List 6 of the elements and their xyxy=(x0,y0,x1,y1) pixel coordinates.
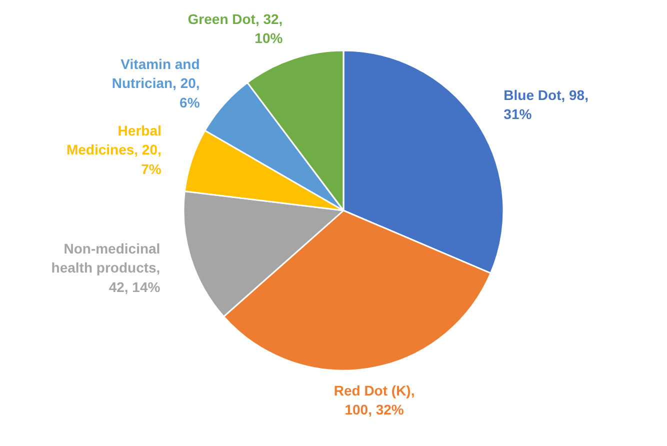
slice-label: Red Dot (K), 100, 32% xyxy=(334,382,415,418)
slice-label: Blue Dot, 98, 31% xyxy=(504,87,588,122)
slice-label: Green Dot, 32, 10% xyxy=(188,10,284,46)
slice-label: Non-medicinal health products, 42, 14% xyxy=(51,240,161,295)
slice-label: Vitamin and Nutrician, 20, 6% xyxy=(112,56,200,110)
slice-label: Herbal Medicines, 20, 7% xyxy=(66,122,162,177)
